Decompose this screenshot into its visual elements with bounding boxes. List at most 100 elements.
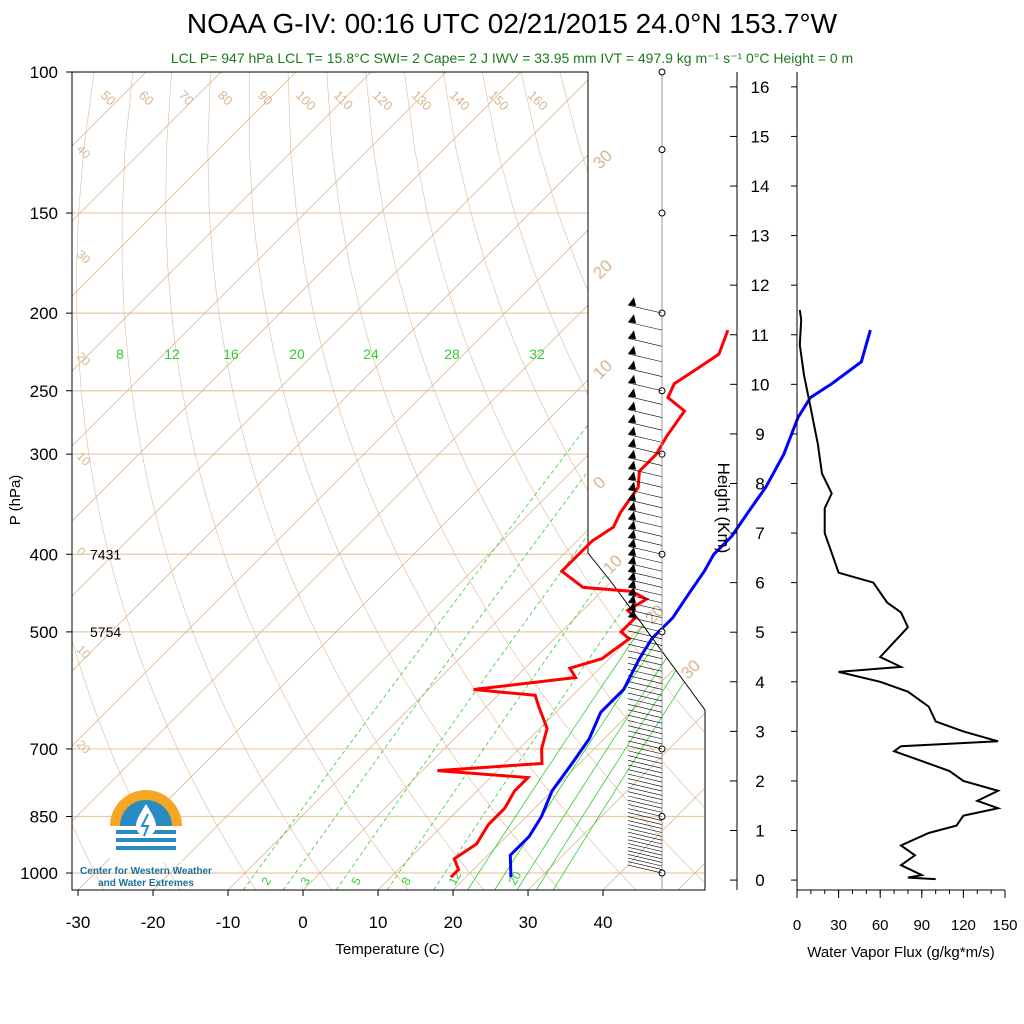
isotherm-label: 20	[74, 737, 94, 757]
mixing-ratio-line	[516, 312, 705, 890]
wind-pennant	[628, 555, 636, 565]
dry-adiabat	[442, 72, 705, 890]
dry-adiabat	[754, 72, 1024, 890]
logo-line-2: and Water Extremes	[98, 878, 194, 889]
wind-barb	[627, 479, 663, 488]
isotherm-label: 20	[641, 601, 668, 628]
height-label: 7431	[90, 546, 121, 562]
wind-barb	[627, 861, 663, 870]
wind-barbs	[627, 68, 666, 890]
dry-adiabat	[76, 72, 257, 890]
x-tick-label: 0	[298, 913, 307, 932]
height-tick-label: 1	[755, 822, 764, 841]
height-tick-label: 4	[755, 673, 764, 692]
wind-barb	[627, 499, 663, 509]
flux-xtick-label: 30	[830, 917, 847, 934]
y-tick-label: 250	[30, 382, 58, 401]
wind-barb	[627, 787, 663, 796]
dry-adiabat	[72, 72, 105, 890]
wind-barb	[627, 740, 663, 750]
wind-barb	[627, 616, 663, 626]
isotherm-line	[72, 72, 522, 890]
logo-text: Center for Western Weather and Water Ext…	[66, 866, 226, 890]
wind-barb	[627, 828, 663, 837]
wind-barb	[627, 759, 663, 769]
isotherm-label: 10	[599, 551, 626, 578]
isotherm-label: 10	[74, 642, 94, 662]
wind-barb	[627, 714, 663, 724]
wind-barb	[627, 795, 663, 805]
isotherm-line	[72, 72, 672, 890]
wind-barb	[627, 808, 663, 817]
plot-frame	[71, 71, 706, 891]
wind-pennant	[628, 345, 636, 355]
y-tick-label: 400	[30, 545, 58, 564]
wind-barb	[627, 623, 663, 633]
wind-barb	[627, 704, 663, 713]
wind-pennant	[628, 579, 636, 589]
wind-barb	[627, 812, 663, 821]
wind-barb	[627, 843, 663, 852]
wind-pennant	[628, 563, 636, 573]
wind-pennant	[628, 608, 636, 618]
isotherm-line	[72, 72, 705, 890]
wind-pennant	[628, 330, 636, 340]
wind-barb	[627, 650, 663, 659]
wind-pennant	[628, 501, 636, 511]
wind-pennant	[628, 314, 636, 324]
wind-barb	[627, 692, 663, 702]
wind-barb	[627, 773, 663, 783]
mixing-ratio-line	[467, 312, 705, 890]
isotherm-label: 0	[589, 473, 609, 493]
x-tick-label: -10	[216, 913, 241, 932]
wind-pennant	[628, 571, 636, 581]
flux-xtick-label: 150	[992, 917, 1017, 934]
wind-barb	[627, 720, 663, 729]
wind-barb	[627, 854, 663, 863]
wind-barb	[627, 839, 663, 849]
y-tick-label: 850	[30, 807, 58, 826]
x-axis-label: Temperature (C)	[335, 941, 444, 958]
flux-line	[798, 309, 1002, 881]
wind-barb	[627, 353, 663, 363]
y-tick-label: 150	[30, 204, 58, 223]
dry-adiabat	[287, 72, 637, 890]
isotherm-line	[77, 72, 705, 890]
flux-xtick-label: 60	[872, 917, 889, 934]
wind-barb	[627, 382, 663, 392]
isotherm-line	[72, 72, 372, 890]
wind-barb	[627, 687, 663, 696]
wind-pennant	[628, 471, 636, 481]
wind-barb	[627, 457, 663, 466]
wind-pennant	[628, 438, 636, 448]
wind-barb	[627, 764, 663, 774]
wind-barb	[627, 489, 663, 499]
flux-xtick-label: 120	[951, 917, 976, 934]
wind-pennant	[628, 460, 636, 470]
y-tick-label: 700	[30, 740, 58, 759]
wind-barb	[627, 750, 663, 760]
isotherm-label: 70	[176, 88, 197, 109]
wind-barb	[627, 321, 663, 331]
flux-xtick-label: 90	[913, 917, 930, 934]
wind-pennant	[628, 586, 636, 596]
height-tick-label: 3	[755, 722, 764, 741]
wind-pennant	[628, 401, 636, 411]
wind-barb	[627, 804, 663, 813]
wind-barb	[627, 835, 663, 845]
wind-barb	[627, 864, 663, 874]
height-tick-label: 15	[751, 127, 770, 146]
height-tick-label: 16	[751, 78, 770, 97]
wind-pennant	[628, 414, 636, 424]
mixing-ratio-label: 3	[297, 874, 313, 887]
wind-pennant	[628, 491, 636, 501]
mixing-ratio-line	[494, 312, 705, 890]
isotherm-line	[72, 72, 297, 890]
wind-barb	[627, 434, 663, 443]
wind-pennant	[628, 546, 636, 556]
skewt-background	[72, 72, 1024, 890]
dry-adiabat	[404, 72, 705, 890]
wind-barb	[627, 799, 663, 809]
